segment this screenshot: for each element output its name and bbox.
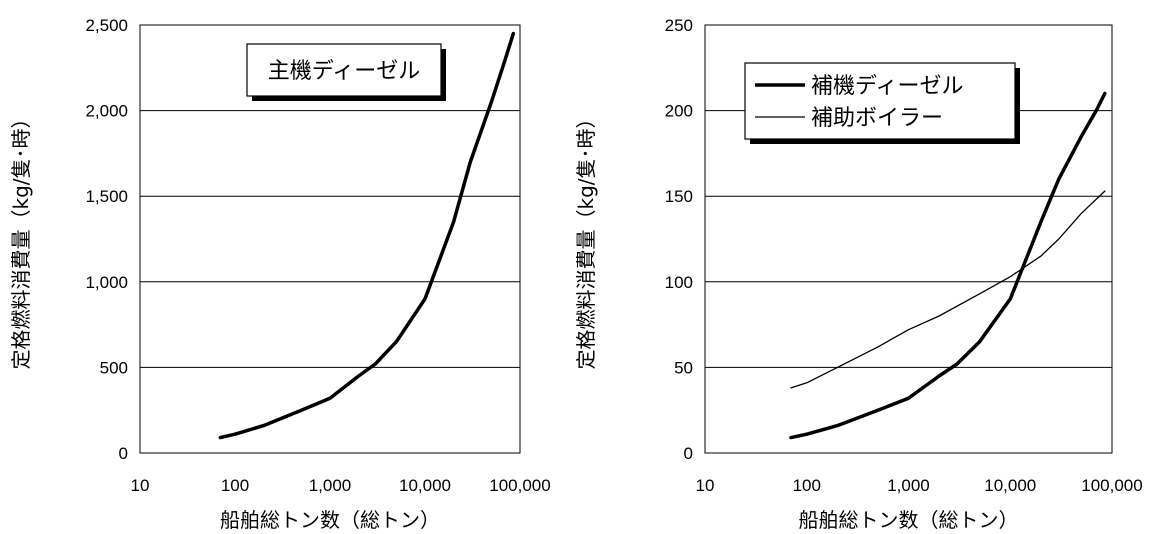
legend-label: 主機ディーゼル [268, 59, 420, 84]
x-tick-label: 10,000 [984, 476, 1036, 495]
x-tick-label: 10 [131, 476, 150, 495]
x-tick-label: 100,000 [1081, 476, 1142, 495]
y-tick-label: 2,500 [85, 16, 128, 35]
x-tick-label: 100 [221, 476, 249, 495]
y-tick-label: 250 [665, 16, 693, 35]
legend-label: 補機ディーゼル [811, 74, 963, 99]
legend-box [744, 62, 1016, 140]
plot-frame [139, 24, 521, 454]
y-tick-label: 1,500 [85, 187, 128, 206]
x-tick-label: 1,000 [887, 476, 930, 495]
y-tick-label: 100 [665, 273, 693, 292]
plot-frame [704, 24, 1113, 454]
y-tick-label: 2,000 [85, 102, 128, 121]
y-tick-label: 150 [665, 187, 693, 206]
x-axis-label: 船舶総トン数（総トン） [799, 508, 1019, 532]
y-tick-label: 0 [684, 444, 693, 463]
y-tick-label: 50 [674, 358, 693, 377]
x-tick-label: 10 [696, 476, 715, 495]
legend-label: 補助ボイラー [811, 106, 943, 131]
y-tick-label: 1,000 [85, 273, 128, 292]
y-tick-label: 0 [119, 444, 128, 463]
series-line [790, 190, 1106, 389]
y-axis-label: 定格燃料消費量（kg/隻･時） [574, 108, 598, 369]
y-axis-label: 定格燃料消費量（kg/隻･時） [9, 108, 33, 369]
x-tick-label: 10,000 [399, 476, 451, 495]
x-axis-label: 船舶総トン数（総トン） [220, 508, 440, 532]
legend-box [246, 43, 442, 97]
y-tick-label: 200 [665, 102, 693, 121]
x-tick-label: 1,000 [309, 476, 352, 495]
x-tick-label: 100,000 [489, 476, 550, 495]
y-tick-label: 500 [100, 358, 128, 377]
series-line [789, 91, 1107, 440]
series-line [218, 31, 516, 440]
x-tick-label: 100 [793, 476, 821, 495]
